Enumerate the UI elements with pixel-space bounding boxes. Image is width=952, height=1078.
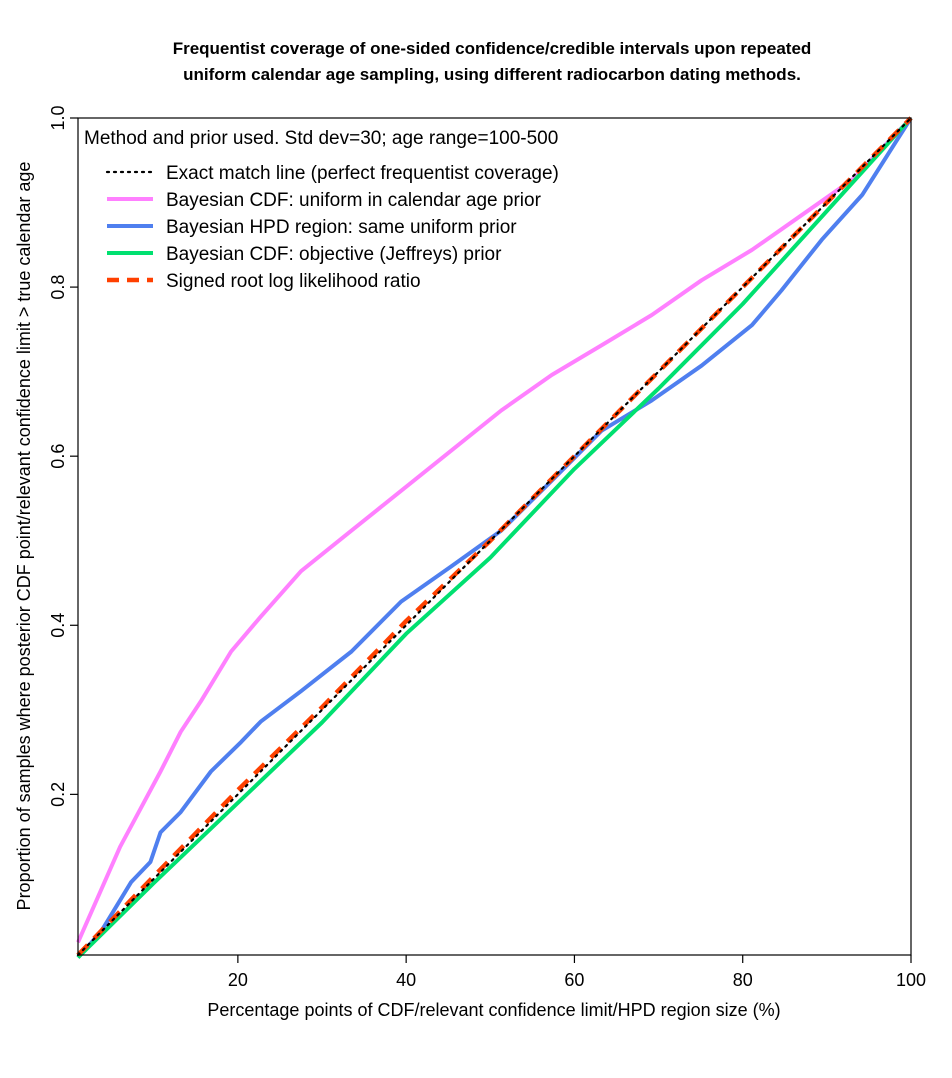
y-axis-label: Proportion of samples where posterior CD… xyxy=(14,162,34,911)
legend: Method and prior used. Std dev=30; age r… xyxy=(84,128,559,292)
plot-frame xyxy=(77,117,912,956)
series-line-2 xyxy=(76,116,913,959)
legend-label-0: Exact match line (perfect frequentist co… xyxy=(166,163,559,184)
legend-label-3: Bayesian CDF: objective (Jeffreys) prior xyxy=(166,244,502,265)
y-axis: 0.2 0.4 0.6 0.8 1.0 xyxy=(48,105,78,807)
y-tick-label: 0.2 xyxy=(48,782,68,807)
legend-label-4: Signed root log likelihood ratio xyxy=(166,271,421,292)
x-tick-label: 80 xyxy=(733,970,753,990)
chart-title-line-1: Frequentist coverage of one-sided confid… xyxy=(173,39,812,58)
y-tick-label: 0.8 xyxy=(48,275,68,300)
x-tick-label: 20 xyxy=(228,970,248,990)
x-axis: 20 40 60 80 100 xyxy=(228,955,926,990)
y-tick-label: 1.0 xyxy=(48,105,68,130)
legend-title: Method and prior used. Std dev=30; age r… xyxy=(84,128,558,149)
chart-title-line-2: uniform calendar age sampling, using dif… xyxy=(183,65,801,84)
y-tick-label: 0.6 xyxy=(48,444,68,469)
series-group xyxy=(76,116,913,959)
x-axis-label: Percentage points of CDF/relevant confid… xyxy=(207,1000,780,1020)
x-tick-label: 60 xyxy=(564,970,584,990)
x-tick-label: 100 xyxy=(896,970,926,990)
series-line-1 xyxy=(76,116,913,944)
y-tick-label: 0.4 xyxy=(48,613,68,638)
legend-label-2: Bayesian HPD region: same uniform prior xyxy=(166,217,517,238)
series-line-3 xyxy=(76,116,913,959)
series-line-0 xyxy=(76,116,913,957)
legend-label-1: Bayesian CDF: uniform in calendar age pr… xyxy=(166,190,542,211)
x-tick-label: 40 xyxy=(396,970,416,990)
series-line-4 xyxy=(76,116,913,957)
